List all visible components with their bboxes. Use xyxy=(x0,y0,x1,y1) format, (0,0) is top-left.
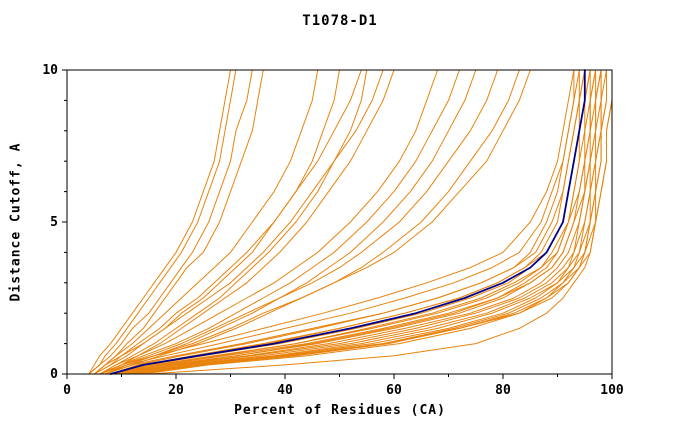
x-tick-label: 40 xyxy=(277,383,293,398)
chart-title: T1078-D1 xyxy=(302,13,378,29)
model-curve xyxy=(104,69,580,375)
model-curve xyxy=(88,69,231,375)
model-curve xyxy=(93,69,362,375)
model-curve xyxy=(93,69,340,375)
model-curve xyxy=(110,69,586,375)
model-curve xyxy=(126,69,602,375)
model-curve xyxy=(148,69,613,375)
model-curve xyxy=(99,69,439,375)
model-curve xyxy=(131,69,602,375)
x-tick-label: 80 xyxy=(495,383,511,398)
x-axis-title: Percent of Residues (CA) xyxy=(234,403,446,418)
model-curve xyxy=(99,69,395,375)
model-curve xyxy=(99,69,368,375)
model-curve xyxy=(88,69,253,375)
model-curve xyxy=(126,69,597,375)
model-curve xyxy=(93,69,264,375)
model-curve xyxy=(99,69,499,375)
model-curve xyxy=(115,69,591,375)
x-tick-label: 20 xyxy=(168,383,184,398)
y-tick-label: 5 xyxy=(50,215,58,230)
model-curve xyxy=(93,69,384,375)
model-curve xyxy=(88,69,237,375)
model-curve xyxy=(99,69,460,375)
x-tick-label: 60 xyxy=(386,383,402,398)
y-tick-label: 0 xyxy=(50,367,58,382)
highlighted-curve xyxy=(109,69,586,375)
model-curve xyxy=(99,69,575,375)
x-tick-label: 0 xyxy=(63,383,71,398)
model-curve xyxy=(131,69,613,375)
model-curve xyxy=(93,69,319,375)
x-tick-label: 100 xyxy=(600,383,624,398)
y-tick-label: 10 xyxy=(42,63,58,78)
model-curve xyxy=(121,69,597,375)
model-curve xyxy=(104,69,477,375)
model-curve xyxy=(99,69,531,375)
